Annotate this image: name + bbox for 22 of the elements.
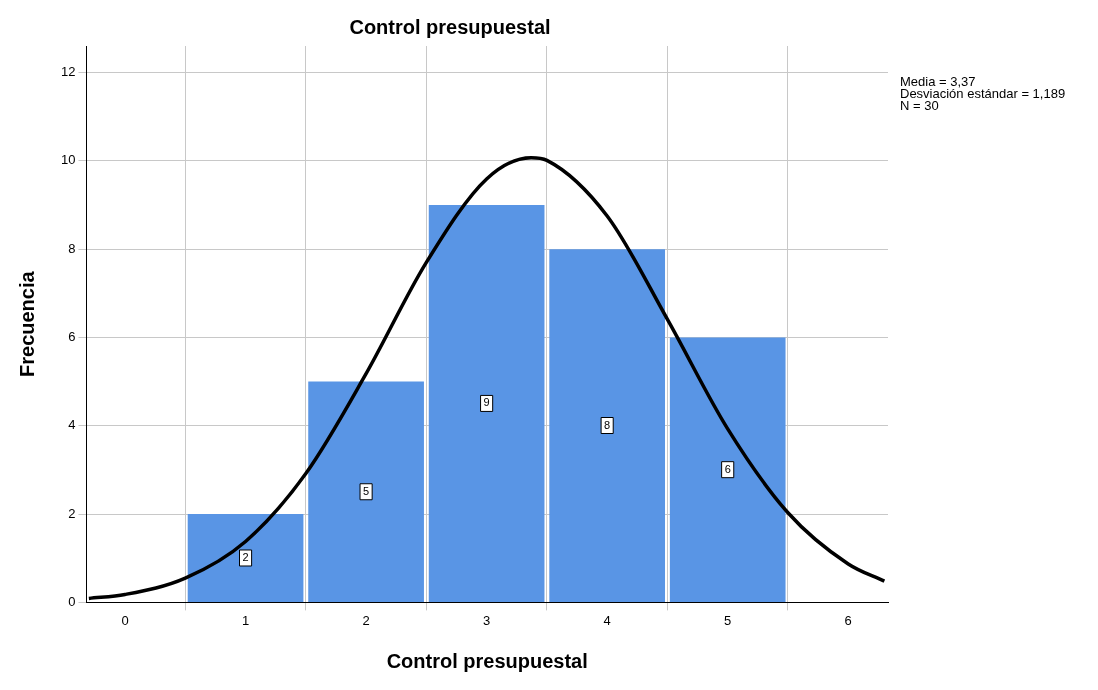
data-label: 5 — [363, 484, 370, 497]
data-label: 8 — [604, 418, 611, 431]
x-tick-label: 4 — [603, 612, 611, 628]
data-label: 6 — [724, 462, 731, 475]
y-tick-label: 10 — [60, 152, 76, 168]
x-tick-label: 1 — [241, 612, 250, 628]
x-tick-label: 6 — [844, 612, 852, 628]
data-label: 9 — [483, 396, 490, 409]
x-tick-label: 5 — [724, 612, 732, 628]
x-axis-title: Control presupuestal — [386, 649, 588, 672]
y-tick-label: 4 — [68, 417, 76, 433]
x-tick-label: 0 — [121, 612, 129, 628]
data-label: 2 — [242, 551, 249, 564]
y-axis-title: Frecuencia — [15, 270, 38, 377]
y-tick-label: 2 — [68, 505, 76, 521]
x-tick-label: 3 — [483, 612, 491, 628]
y-tick-label: 12 — [60, 64, 76, 80]
y-tick-label: 6 — [68, 329, 76, 345]
y-tick-label: 0 — [68, 593, 76, 609]
y-tick-label: 8 — [68, 240, 76, 256]
chart-title: Control presupuestal — [349, 15, 551, 38]
x-tick-label: 2 — [362, 612, 370, 628]
